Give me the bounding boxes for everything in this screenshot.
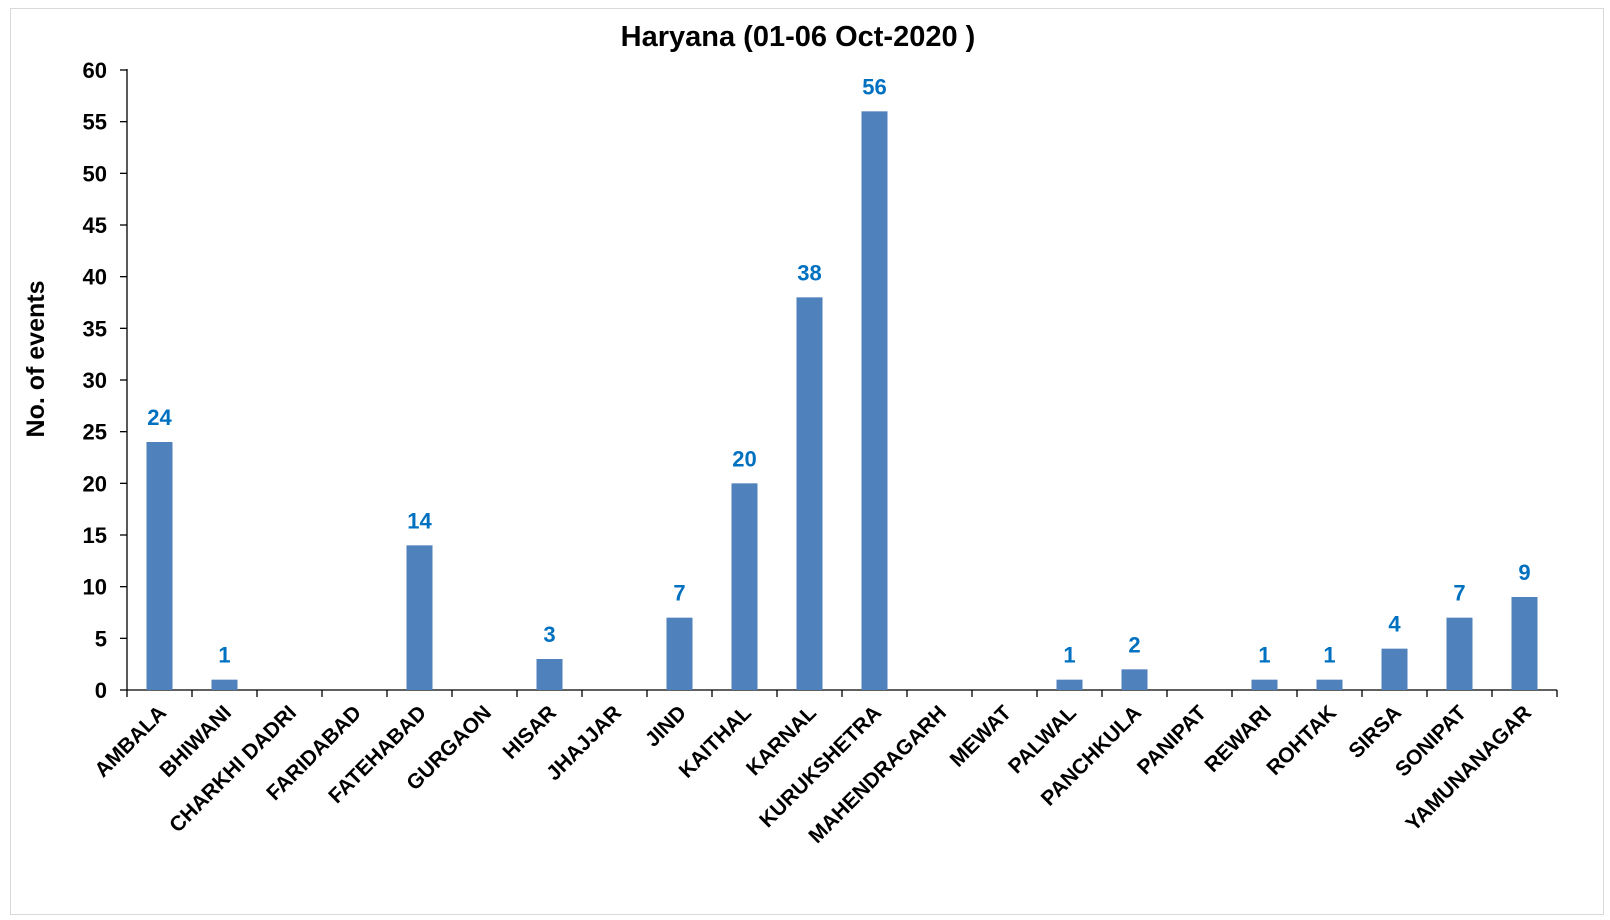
data-label: 1	[1258, 643, 1270, 668]
bar	[1316, 679, 1343, 690]
y-tick-label: 0	[95, 678, 107, 703]
data-label: 2	[1128, 632, 1140, 657]
bar	[1121, 669, 1148, 690]
bar	[666, 617, 693, 690]
data-label: 20	[732, 446, 756, 471]
y-tick-label: 20	[83, 471, 107, 496]
y-tick-label: 30	[83, 368, 107, 393]
plot-area: 05101520253035404550556024AMBALA1BHIWANI…	[83, 58, 1558, 848]
data-label: 24	[147, 405, 172, 430]
data-label: 14	[407, 508, 432, 533]
x-tick-label: KURUKSHETRA	[755, 701, 886, 832]
data-label: 1	[1323, 643, 1335, 668]
bar	[146, 442, 173, 690]
data-label: 3	[543, 622, 555, 647]
chart-frame: Haryana (01-06 Oct-2020 ) No. of events …	[10, 8, 1604, 915]
y-tick-label: 5	[95, 626, 107, 651]
x-tick-label: ROHTAK	[1262, 701, 1341, 780]
bar-chart: Haryana (01-06 Oct-2020 ) No. of events …	[22, 21, 1558, 848]
data-label: 4	[1388, 612, 1401, 637]
data-label: 56	[862, 74, 886, 99]
x-tick-label: JIND	[641, 701, 691, 751]
data-label: 1	[1063, 643, 1075, 668]
y-tick-label: 55	[83, 110, 107, 135]
bar	[211, 679, 238, 690]
bar	[1446, 617, 1473, 690]
x-tick-label: SIRSA	[1344, 701, 1406, 763]
bar	[796, 297, 823, 690]
x-tick-label: HISAR	[499, 701, 561, 763]
bar	[1251, 679, 1278, 690]
x-tick-label: YAMUNANAGAR	[1402, 701, 1537, 836]
y-tick-label: 10	[83, 575, 107, 600]
y-tick-label: 25	[83, 420, 107, 445]
y-tick-label: 45	[83, 213, 107, 238]
bar	[731, 483, 758, 690]
y-tick-label: 60	[83, 58, 107, 83]
y-tick-label: 15	[83, 523, 107, 548]
bar	[1381, 648, 1408, 690]
bar	[861, 111, 888, 691]
y-tick-label: 40	[83, 265, 107, 290]
x-tick-label: PANIPAT	[1133, 701, 1211, 779]
chart-title: Haryana (01-06 Oct-2020 )	[621, 21, 976, 53]
y-tick-label: 35	[83, 316, 107, 341]
y-tick-label: 50	[83, 161, 107, 186]
bar	[1511, 597, 1538, 690]
data-label: 7	[673, 581, 685, 606]
bar	[406, 545, 433, 690]
data-label: 9	[1518, 560, 1530, 585]
bar	[536, 659, 563, 690]
data-label: 7	[1453, 581, 1465, 606]
bar	[1056, 679, 1083, 690]
y-axis-label: No. of events	[22, 281, 50, 438]
data-label: 1	[218, 643, 230, 668]
data-label: 38	[797, 260, 821, 285]
